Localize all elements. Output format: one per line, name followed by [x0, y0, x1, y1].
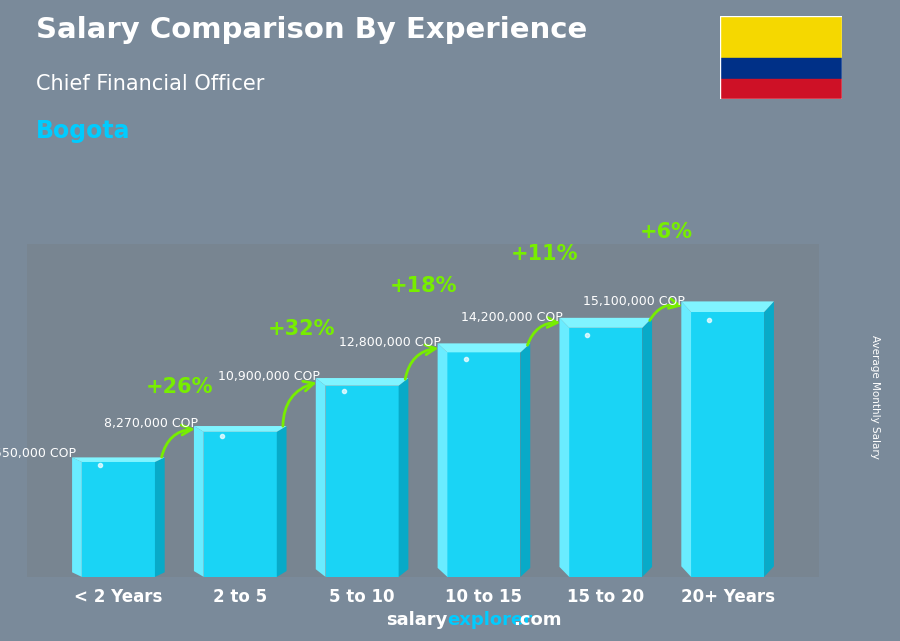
Polygon shape [277, 426, 286, 577]
Polygon shape [681, 301, 774, 312]
Bar [720, 16, 842, 58]
Polygon shape [437, 344, 530, 353]
Bar [447, 353, 520, 577]
Text: +6%: +6% [640, 222, 693, 242]
Text: 14,200,000 COP: 14,200,000 COP [462, 311, 563, 324]
Text: +32%: +32% [267, 319, 335, 339]
Polygon shape [316, 378, 326, 577]
Text: Salary Comparison By Experience: Salary Comparison By Experience [36, 16, 587, 44]
Text: +26%: +26% [146, 377, 213, 397]
Bar [569, 328, 643, 577]
Text: salary: salary [386, 612, 447, 629]
Text: 12,800,000 COP: 12,800,000 COP [339, 336, 441, 349]
Text: Average Monthly Salary: Average Monthly Salary [869, 335, 880, 460]
Bar [720, 79, 842, 99]
Text: +11%: +11% [511, 244, 579, 263]
Polygon shape [194, 426, 286, 432]
Text: +18%: +18% [389, 276, 456, 296]
Text: .com: .com [513, 612, 562, 629]
Polygon shape [316, 378, 409, 386]
Polygon shape [643, 318, 652, 577]
Polygon shape [560, 318, 652, 328]
Polygon shape [194, 426, 203, 577]
Text: Bogota: Bogota [36, 119, 130, 142]
Polygon shape [72, 458, 165, 462]
Polygon shape [681, 301, 691, 577]
Polygon shape [520, 344, 530, 577]
Bar [720, 58, 842, 79]
Polygon shape [437, 344, 447, 577]
Text: explorer: explorer [447, 612, 533, 629]
Text: 8,270,000 COP: 8,270,000 COP [104, 417, 198, 429]
Bar [326, 386, 399, 577]
Polygon shape [764, 301, 774, 577]
Polygon shape [155, 458, 165, 577]
Bar [691, 312, 764, 577]
Text: 15,100,000 COP: 15,100,000 COP [583, 295, 685, 308]
Text: 10,900,000 COP: 10,900,000 COP [218, 370, 320, 383]
Bar [203, 432, 277, 577]
Polygon shape [560, 318, 569, 577]
Polygon shape [399, 378, 409, 577]
Text: Chief Financial Officer: Chief Financial Officer [36, 74, 265, 94]
Polygon shape [72, 458, 82, 577]
Bar [82, 462, 155, 577]
Text: 6,550,000 COP: 6,550,000 COP [0, 447, 76, 460]
